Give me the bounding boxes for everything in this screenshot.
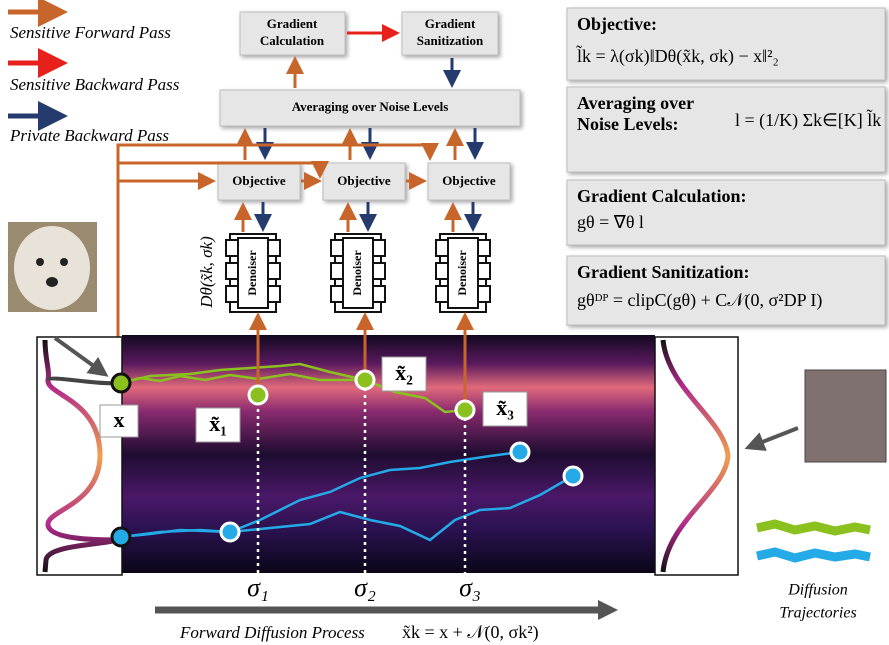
arrow (53, 336, 109, 377)
nose (46, 277, 58, 287)
box-label: Calculation (260, 33, 325, 48)
point-label: x̃₃ (496, 395, 514, 420)
point-label: x (114, 407, 125, 432)
point (562, 465, 584, 487)
box (322, 162, 406, 201)
panel (566, 7, 886, 81)
panel (566, 255, 886, 326)
panel-title: Noise Levels: (577, 114, 678, 134)
trajectory (120, 474, 574, 542)
panel-title: Averaging over (577, 93, 694, 113)
box (219, 89, 521, 127)
g: Objective Denoiser Objective Denoiser Object… (217, 128, 511, 313)
denoiser-output: Dθ(x̃k, σk) (197, 236, 216, 309)
denoiser-label: Denoiser (245, 250, 259, 296)
noise-image (804, 369, 887, 463)
label-box (482, 391, 528, 427)
panel-title: Gradient Sanitization: (577, 262, 750, 282)
panel-formula: l = (1/K) Σk∈[K] l̃k (735, 108, 881, 131)
trajectory-swatch (756, 519, 871, 536)
label-box (381, 356, 427, 392)
box-label: Averaging over Noise Levels (292, 99, 449, 114)
density-curve (660, 339, 731, 573)
process-label: Forward Diffusion Process (179, 623, 365, 642)
trajectory (120, 362, 366, 385)
panel-formula: gθᴰᴾ = clipC(gθ) + C𝒩(0, σ²DP I) (577, 290, 822, 311)
eye (60, 258, 68, 266)
box (401, 11, 499, 56)
denoiser-core (237, 237, 269, 309)
legend-text: Sensitive Forward Pass (10, 23, 171, 42)
point (219, 521, 241, 543)
panel-formula: l̃k = λ(σk)‖Dθ(x̃k, σk) − x‖²₂ (576, 44, 779, 67)
trajectory-swatch (756, 547, 871, 563)
point (110, 372, 132, 394)
label-box (99, 404, 139, 438)
process-arrowhead (598, 600, 618, 620)
point-label: x̃₁ (209, 411, 227, 436)
trajectory-label: Diffusion (787, 582, 848, 599)
process-formula: x̃k = x + 𝒩(0, σk²) (402, 622, 539, 643)
point (454, 399, 476, 421)
sigma-label: σ₁ (247, 573, 269, 602)
point (247, 384, 269, 406)
denoiser-core (447, 237, 479, 309)
box-label: Objective (232, 173, 286, 188)
panel-formula: gθ = ∇θ l (577, 212, 644, 232)
panel (566, 86, 886, 173)
box (239, 11, 346, 56)
dog-image (8, 222, 97, 312)
box (427, 162, 511, 201)
panel (566, 179, 886, 246)
density-curve (42, 339, 119, 573)
point (110, 526, 132, 548)
box-label: Objective (442, 173, 496, 188)
box-label: Gradient (267, 16, 318, 31)
trajectory-label: Trajectories (779, 605, 856, 622)
box-label: Gradient (425, 16, 476, 31)
arrow (116, 143, 439, 372)
label-box (195, 407, 241, 443)
point (354, 369, 376, 391)
arrow (744, 426, 799, 451)
eye (36, 258, 44, 266)
arrow (118, 161, 329, 179)
point-label: x̃₂ (395, 360, 413, 385)
sigma-label: σ₃ (459, 573, 481, 602)
panel-title: Gradient Calculation: (577, 186, 747, 206)
sigma-label: σ₂ (354, 573, 376, 602)
points (110, 369, 584, 548)
sigma-lines (256, 388, 467, 573)
box-label: Objective (337, 173, 391, 188)
denoiser-label: Denoiser (455, 250, 469, 296)
panel-title: Objective: (577, 14, 657, 34)
denoiser-label: Denoiser (350, 250, 364, 296)
noise-tint (805, 370, 886, 462)
legend-text: Sensitive Backward Pass (10, 75, 180, 94)
trajectory (120, 372, 466, 414)
noise-density (654, 336, 739, 576)
point (509, 441, 531, 463)
box-label: Sanitization (417, 33, 484, 48)
legend-text: Private Backward Pass (9, 126, 169, 145)
denoiser-core (342, 237, 374, 309)
dog-face (14, 226, 90, 310)
